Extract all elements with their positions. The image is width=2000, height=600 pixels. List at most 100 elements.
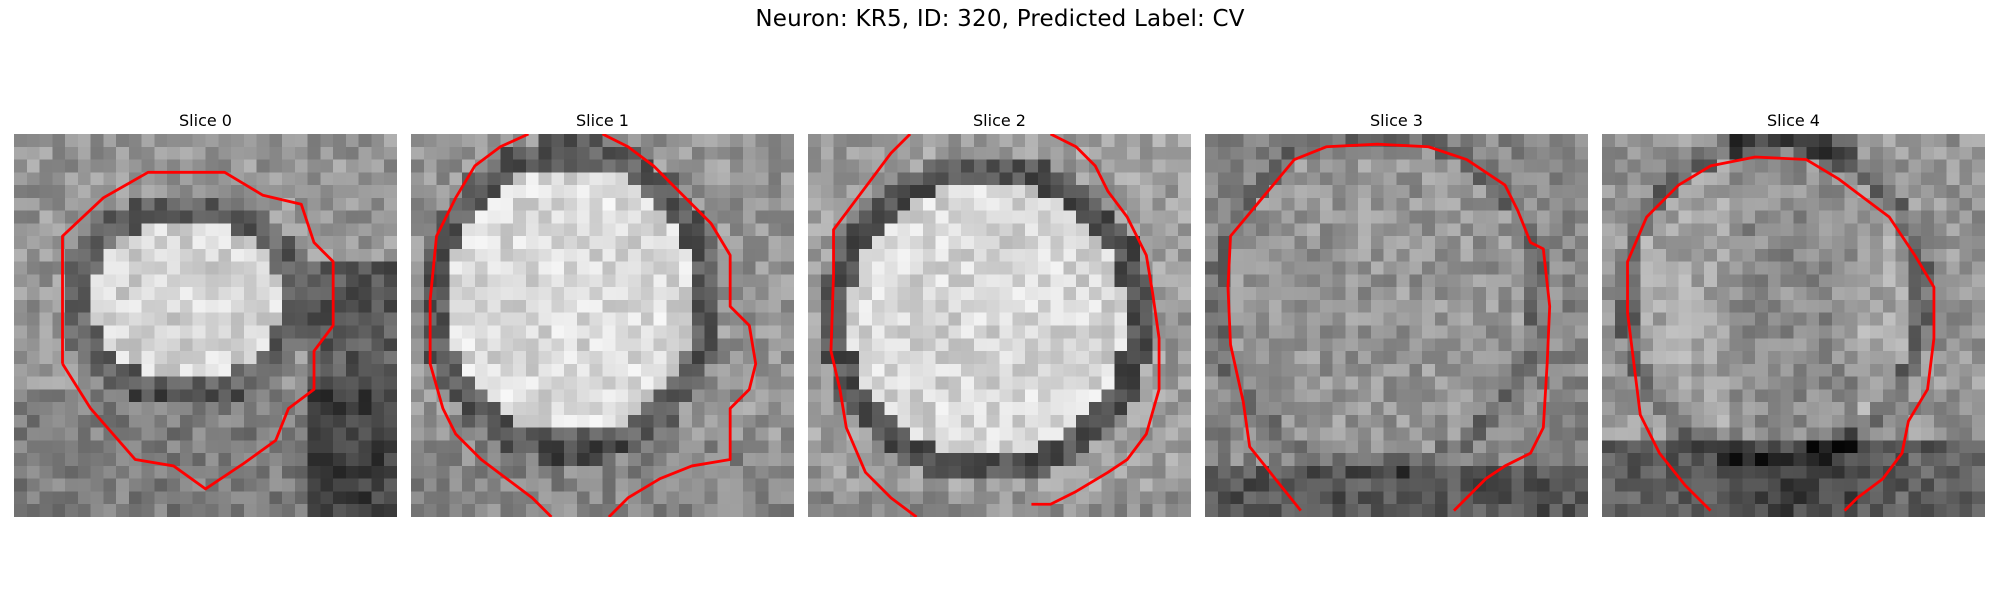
image-pixel	[411, 376, 425, 390]
image-pixel	[1767, 440, 1781, 454]
image-pixel	[39, 312, 53, 326]
image-pixel	[218, 491, 232, 505]
image-pixel	[1230, 402, 1244, 416]
image-pixel	[1307, 427, 1321, 441]
image-pixel	[755, 465, 769, 479]
image-pixel	[1780, 223, 1794, 237]
image-pixel	[116, 465, 130, 479]
image-pixel	[820, 389, 834, 403]
image-pixel	[1602, 504, 1616, 517]
image-pixel	[1933, 376, 1947, 390]
image-pixel	[846, 236, 860, 250]
image-pixel	[1857, 389, 1871, 403]
image-pixel	[730, 325, 744, 339]
image-pixel	[179, 287, 193, 301]
image-pixel	[1025, 236, 1039, 250]
image-pixel	[1178, 351, 1191, 365]
image-pixel	[1076, 172, 1090, 186]
image-pixel	[538, 325, 552, 339]
image-pixel	[1498, 376, 1512, 390]
image-pixel	[1063, 402, 1077, 416]
image-pixel	[910, 465, 924, 479]
image-pixel	[384, 197, 397, 211]
image-pixel	[1012, 478, 1026, 492]
image-pixel	[717, 325, 731, 339]
image-pixel	[986, 210, 1000, 224]
image-pixel	[704, 146, 718, 160]
image-pixel	[500, 197, 514, 211]
image-pixel	[833, 248, 847, 262]
image-pixel	[1640, 197, 1654, 211]
image-pixel	[1575, 453, 1588, 467]
image-pixel	[833, 338, 847, 352]
image-pixel	[910, 363, 924, 377]
image-pixel	[742, 197, 756, 211]
image-pixel	[333, 453, 347, 467]
image-pixel	[371, 223, 385, 237]
image-pixel	[1281, 274, 1295, 288]
image-pixel	[1882, 248, 1896, 262]
image-pixel	[551, 338, 565, 352]
image-pixel	[730, 402, 744, 416]
image-pixel	[1460, 363, 1474, 377]
image-pixel	[154, 134, 168, 148]
image-pixel	[999, 223, 1013, 237]
image-pixel	[922, 172, 936, 186]
image-pixel	[1434, 185, 1448, 199]
image-pixel	[462, 491, 476, 505]
image-pixel	[640, 287, 654, 301]
image-pixel	[1370, 414, 1384, 428]
image-pixel	[628, 210, 642, 224]
image-pixel	[1742, 363, 1756, 377]
image-pixel	[1524, 453, 1538, 467]
image-pixel	[846, 312, 860, 326]
image-pixel	[307, 274, 321, 288]
image-pixel	[371, 338, 385, 352]
image-pixel	[269, 491, 283, 505]
image-pixel	[1358, 453, 1372, 467]
image-pixel	[1217, 248, 1231, 262]
image-pixel	[1511, 172, 1525, 186]
image-pixel	[411, 478, 425, 492]
slice-image-3	[1205, 134, 1588, 517]
image-pixel	[256, 351, 270, 365]
image-pixel	[1972, 159, 1985, 173]
image-pixel	[1793, 363, 1807, 377]
image-pixel	[679, 338, 693, 352]
image-pixel	[1614, 312, 1628, 326]
cell-contour	[428, 134, 553, 517]
image-pixel	[691, 414, 705, 428]
image-pixel	[1933, 465, 1947, 479]
image-pixel	[1025, 453, 1039, 467]
image-pixel	[128, 414, 142, 428]
image-pixel	[1755, 465, 1769, 479]
image-pixel	[333, 146, 347, 160]
image-pixel	[973, 389, 987, 403]
image-pixel	[1294, 197, 1308, 211]
image-pixel	[755, 338, 769, 352]
image-pixel	[704, 478, 718, 492]
image-pixel	[1640, 261, 1654, 275]
image-pixel	[128, 210, 142, 224]
image-pixel	[1358, 338, 1372, 352]
image-pixel	[436, 274, 450, 288]
image-pixel	[551, 376, 565, 390]
image-pixel	[1716, 248, 1730, 262]
image-pixel	[423, 159, 437, 173]
image-pixel	[730, 491, 744, 505]
image-pixel	[1640, 440, 1654, 454]
image-pixel	[1358, 478, 1372, 492]
image-pixel	[1139, 325, 1153, 339]
image-pixel	[307, 402, 321, 416]
image-pixel	[1063, 389, 1077, 403]
image-pixel	[640, 440, 654, 454]
image-pixel	[666, 236, 680, 250]
image-pixel	[167, 299, 181, 313]
image-pixel	[628, 299, 642, 313]
image-pixel	[808, 325, 822, 339]
image-pixel	[1370, 287, 1384, 301]
image-pixel	[1370, 185, 1384, 199]
image-pixel	[973, 159, 987, 173]
image-pixel	[128, 134, 142, 148]
image-pixel	[1370, 351, 1384, 365]
